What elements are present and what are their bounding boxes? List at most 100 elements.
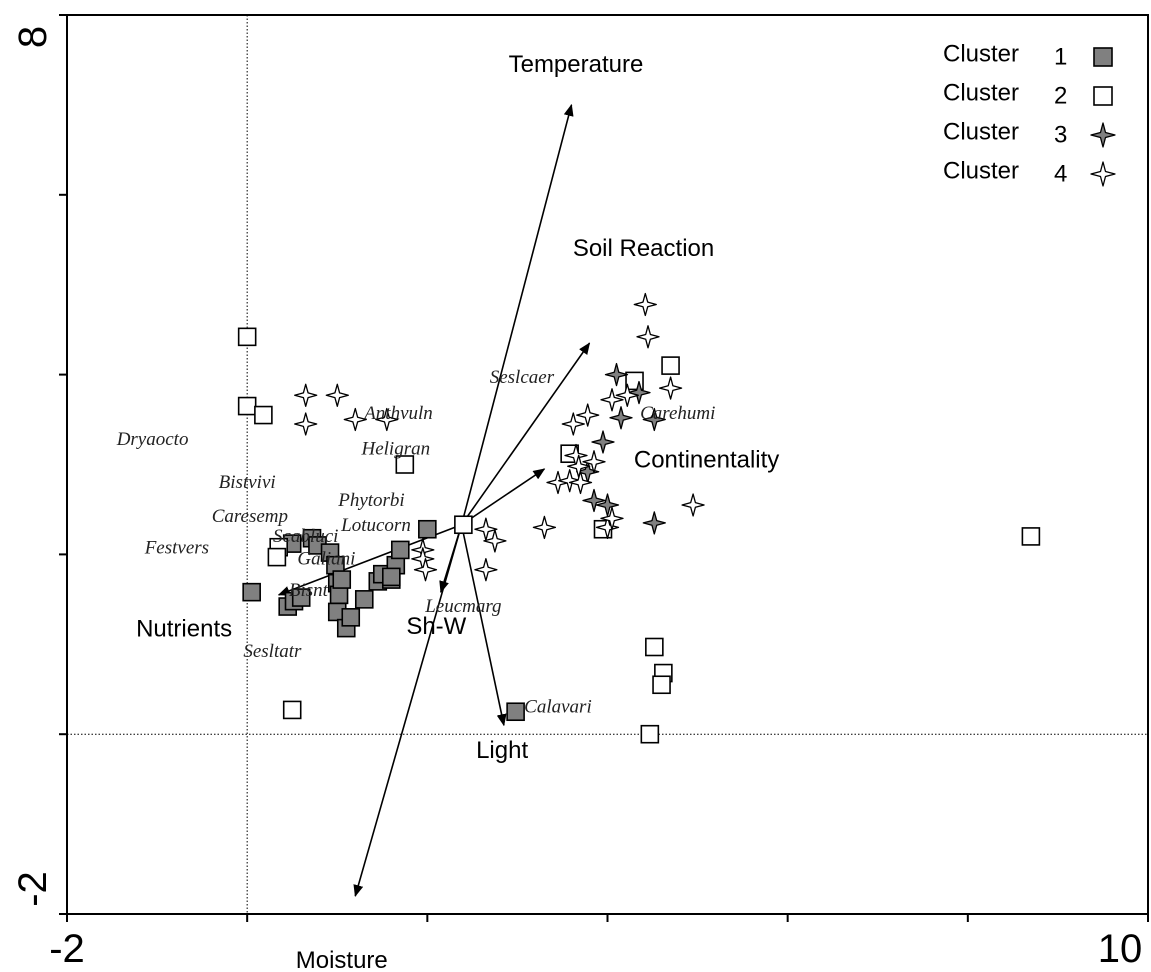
cluster-4-point	[294, 383, 318, 407]
species-label: Sesltatr	[243, 641, 302, 662]
cluster-4-point	[600, 388, 624, 412]
species-label: Leucmarg	[424, 596, 501, 617]
cluster-1-point	[418, 519, 437, 539]
species-label: Dryaocto	[116, 429, 189, 450]
vector-moisture	[353, 524, 463, 897]
legend-label-cluster-2: Cluster	[943, 80, 1019, 107]
species-label: Bisnt	[289, 580, 329, 601]
cluster-4-point	[600, 506, 624, 531]
cluster-3-point	[604, 362, 629, 387]
cluster-4-point	[558, 469, 582, 493]
plot-frame	[66, 14, 1149, 915]
vector-label-soil-reaction: Soil Reaction	[573, 235, 714, 262]
species-label: Anthvuln	[362, 403, 433, 424]
cluster-1-point	[381, 567, 401, 587]
vector-label-nutrients: Nutrients	[136, 616, 232, 643]
species-label: Lotucorn	[340, 515, 411, 536]
cluster-2-point	[254, 405, 273, 425]
vector-label-continentality: Continentality	[634, 447, 779, 474]
reference-lines	[67, 15, 1148, 914]
species-label: Galiani	[297, 548, 355, 569]
cluster-1-point	[506, 702, 525, 722]
cluster-4-point	[325, 383, 349, 407]
vector-label-sh-w: Sh-W	[406, 613, 466, 640]
vector-label-moisture: Moisture	[296, 947, 388, 972]
legend-marker-cluster-4	[1090, 161, 1116, 187]
cluster-2-point	[237, 396, 257, 416]
axis-ticks	[59, 14, 1149, 922]
cluster-4-point	[474, 517, 498, 541]
cluster-3-point	[642, 511, 666, 535]
vector-light	[460, 524, 507, 727]
x-tick-label-min: -2	[49, 927, 85, 971]
legend: Cluster 1 Cluster 2 Cluster 3 Cluster 4	[943, 41, 1116, 188]
cluster-4-point	[681, 493, 705, 517]
cluster-3-point	[642, 407, 666, 432]
cluster-1-point	[242, 582, 261, 602]
legend-number-cluster-4: 4	[1054, 161, 1067, 188]
cluster-1-point	[391, 540, 410, 560]
vector-continentality	[461, 468, 546, 526]
legend-label-cluster-4: Cluster	[943, 158, 1019, 185]
tick-labels: -2 10 -2 8	[11, 26, 1142, 971]
species-label: Festvers	[144, 538, 209, 559]
cluster-2-point	[267, 547, 287, 567]
cluster-4-point	[633, 292, 657, 317]
legend-marker-cluster-2	[1093, 86, 1113, 106]
species-label: Phytorbi	[337, 490, 405, 511]
species-label: Calavari	[524, 697, 592, 718]
cluster-1-point	[354, 590, 374, 609]
cluster-4-point	[636, 325, 660, 349]
legend-label-cluster-1: Cluster	[943, 41, 1019, 68]
legend-label-cluster-3: Cluster	[943, 119, 1019, 146]
cluster-2-point	[661, 356, 680, 375]
cluster-1-point	[291, 588, 311, 607]
vector-temperature	[460, 103, 574, 525]
cluster-2-point	[282, 700, 302, 720]
cluster-2-point	[645, 637, 664, 657]
species-label: Bistvivi	[219, 472, 276, 493]
cluster-2-point	[395, 455, 415, 474]
legend-marker-cluster-1	[1093, 47, 1113, 67]
cluster-3-point	[595, 493, 620, 517]
legend-marker-cluster-3	[1090, 122, 1116, 148]
cluster-4-point	[568, 470, 593, 495]
cluster-4-point	[576, 403, 600, 427]
legend-number-cluster-3: 3	[1054, 122, 1067, 149]
cluster-3-point	[582, 488, 606, 513]
environmental-vectors	[277, 103, 591, 897]
cluster-3-point	[627, 380, 651, 405]
cluster-1-point	[341, 608, 361, 627]
cluster-3-point	[591, 430, 615, 454]
legend-number-cluster-2: 2	[1054, 83, 1067, 110]
vector-label-light: Light	[476, 737, 528, 764]
y-tick-label-min: -2	[11, 871, 55, 907]
cluster-4-point	[483, 529, 507, 553]
y-tick-label-max: 8	[11, 26, 55, 48]
cluster-2-point	[640, 724, 660, 744]
cluster-4-point	[413, 558, 438, 582]
cluster-4-point	[343, 407, 367, 432]
species-label: Scabluci	[273, 526, 338, 547]
x-tick-label-max: 10	[1098, 927, 1143, 971]
cluster-4-point	[474, 558, 498, 582]
cluster-4-point	[582, 450, 606, 474]
cluster-4-point	[615, 383, 639, 407]
cluster-4-point	[658, 376, 683, 400]
cluster-1-point	[329, 585, 349, 605]
species-label: Heligran	[360, 439, 430, 460]
cluster-2-point	[237, 327, 257, 347]
cluster-1-point	[332, 570, 352, 589]
legend-number-cluster-1: 1	[1054, 44, 1067, 71]
vector-soil-reaction	[460, 342, 591, 526]
species-label: Caresemp	[212, 506, 288, 527]
cluster-3-point	[609, 406, 633, 430]
cluster-4-point	[561, 412, 585, 436]
cluster-4-point	[375, 407, 399, 432]
cluster-2-point	[1021, 527, 1041, 546]
cluster-4-point	[294, 412, 318, 436]
species-label: Seslcaer	[490, 367, 555, 388]
cluster-4-point	[532, 515, 557, 540]
